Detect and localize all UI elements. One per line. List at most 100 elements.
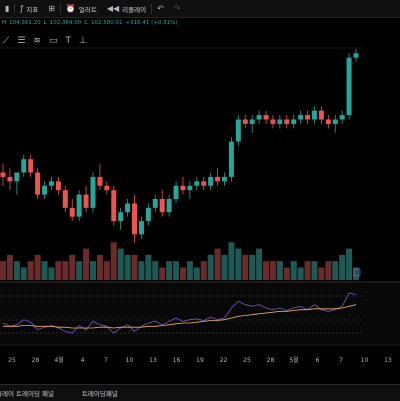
volume-bar <box>339 254 346 280</box>
volume-bar <box>297 267 304 280</box>
rsi-pane <box>0 281 400 344</box>
replay-label: 리플레이 <box>122 5 147 14</box>
volume-bar <box>346 248 353 280</box>
time-axis-label: 10 <box>126 357 134 364</box>
candle-body <box>166 199 172 213</box>
candle-body <box>325 119 331 124</box>
volume-bar <box>173 261 180 280</box>
candle-body <box>35 172 41 195</box>
candle-body <box>152 199 158 208</box>
volume-bar <box>41 261 48 280</box>
candle-body <box>0 172 6 177</box>
price-chart[interactable]: 25 28 4월 4 7 10 13 16 19 22 25 28 5월 6 7 10 13 <box>0 0 400 384</box>
candle-body <box>332 119 338 124</box>
time-axis[interactable]: 25 28 4월 4 7 10 13 16 19 22 25 28 5월 6 7 10 13 <box>8 356 392 364</box>
rectangle-icon[interactable]: ▭ <box>48 36 58 46</box>
volume-bar <box>200 261 207 280</box>
candle-body <box>111 190 117 222</box>
volume-bar <box>207 254 214 280</box>
time-axis-label: 6 <box>316 357 320 364</box>
redo-button[interactable]: ↷ <box>169 0 186 17</box>
candle-body <box>228 141 234 177</box>
candle-body <box>187 185 193 191</box>
alert-label: 얼러트 <box>78 5 97 14</box>
rsi-line <box>2 292 357 334</box>
replay-button[interactable]: ◀◀ 리플레이 <box>102 0 151 17</box>
time-axis-label: 13 <box>384 357 392 364</box>
indicators-button[interactable]: ƒ 지표 <box>15 0 43 17</box>
volume-bar <box>166 261 173 280</box>
candle-body <box>83 194 89 208</box>
bottom-panel-tabs: 플레이 트레이딩 패널 트레이딩패널 <box>0 384 400 401</box>
candle-body <box>55 181 61 191</box>
volume-scale-toggle[interactable] <box>353 268 361 277</box>
volume-bar <box>62 261 69 280</box>
close-value: 102,580.01 <box>91 20 123 26</box>
volume-bar <box>27 261 34 280</box>
volume-bar <box>34 254 41 280</box>
candle-body <box>318 110 324 120</box>
tab-trading-panel[interactable]: 트레이딩패널 <box>81 390 118 398</box>
volume-bar <box>13 261 20 280</box>
indicators-icon: ƒ <box>20 3 24 13</box>
time-axis-label: 28 <box>267 357 275 364</box>
top-toolbar: ▮ ƒ 지표 ⊞ ⏰ 얼러트 ◀◀ 리플레이 ↶ ↷ <box>0 0 400 18</box>
time-axis-label: 13 <box>149 357 157 364</box>
tab-replay-trading[interactable]: 플레이 트레이딩 패널 <box>0 390 54 398</box>
time-axis-label: 10 <box>361 357 369 364</box>
volume-bar <box>131 254 138 280</box>
candle-body <box>42 185 48 195</box>
volume-bar <box>69 254 76 280</box>
fib-icon[interactable]: ☰ <box>17 36 26 46</box>
text-tool-icon[interactable]: T <box>65 36 71 46</box>
templates-button[interactable]: ⊞ <box>43 0 60 17</box>
candle-body <box>194 181 200 186</box>
volume-bar <box>138 261 145 280</box>
long-position-icon[interactable]: ⊥ <box>78 36 87 46</box>
low-key: L <box>43 20 47 26</box>
divider <box>151 3 153 14</box>
undo-button[interactable]: ↶ <box>152 0 169 17</box>
undo-icon: ↶ <box>157 3 164 13</box>
brush-icon[interactable]: ≋ <box>33 36 41 46</box>
ohlc-legend: H 104,361.20 L 102,364.00 C 102,580.01 +… <box>0 18 400 28</box>
candles-icon: ▮ <box>5 3 10 13</box>
candle-type-button[interactable]: ▮ <box>0 0 14 17</box>
candle-body <box>235 119 241 142</box>
replay-icon: ◀◀ <box>106 3 120 13</box>
volume-bar <box>263 261 270 280</box>
candle-body <box>311 110 317 120</box>
volume-bar <box>96 254 103 280</box>
candle-body <box>48 181 54 186</box>
time-axis-label: 25 <box>243 357 251 364</box>
redo-icon: ↷ <box>173 3 181 13</box>
candle-body <box>28 159 34 173</box>
candle-body <box>14 172 20 182</box>
indicators-label: 지표 <box>26 5 39 14</box>
time-axis-label: 4 <box>81 357 85 364</box>
change-value: +316.41 (+0.31%) <box>125 20 178 26</box>
candle-body <box>104 185 110 191</box>
volume-bar <box>76 261 83 280</box>
trend-line-icon[interactable]: ⟋ <box>3 36 10 46</box>
volume-bar <box>318 267 325 280</box>
volume-bar <box>152 261 159 280</box>
low-value: 102,364.00 <box>49 20 82 26</box>
divider <box>59 3 61 14</box>
candle-body <box>138 221 144 235</box>
time-axis-label: 25 <box>8 357 16 364</box>
volume-bar <box>20 267 27 280</box>
volume-bar <box>276 261 283 280</box>
volume-bar <box>48 267 55 280</box>
volume-bar <box>353 267 359 280</box>
candle-body <box>339 115 345 120</box>
candle-body <box>180 185 186 191</box>
candle-body <box>242 119 248 124</box>
candle-body <box>173 185 179 199</box>
alert-button[interactable]: ⏰ 얼러트 <box>61 0 102 17</box>
rsi-background <box>0 283 400 344</box>
candle-body <box>215 176 221 182</box>
volume-bar <box>89 261 96 280</box>
candle-body <box>159 199 165 213</box>
volume-bar <box>332 261 339 280</box>
